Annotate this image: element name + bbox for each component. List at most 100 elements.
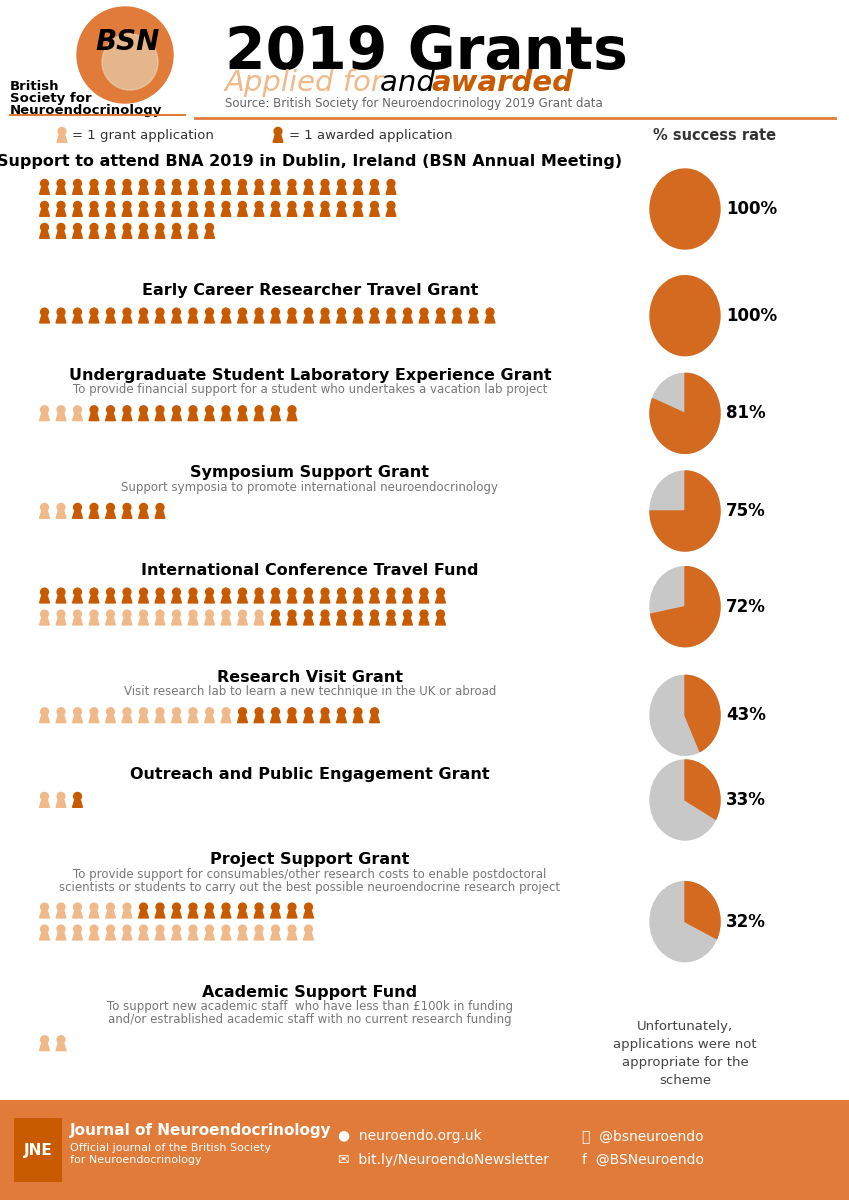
Circle shape: [123, 904, 131, 911]
Polygon shape: [56, 932, 66, 940]
Circle shape: [189, 588, 197, 596]
Polygon shape: [188, 209, 198, 216]
Circle shape: [123, 202, 131, 209]
Circle shape: [90, 504, 98, 511]
Circle shape: [123, 610, 131, 618]
Polygon shape: [72, 414, 82, 421]
Polygon shape: [386, 618, 396, 625]
Circle shape: [107, 202, 115, 209]
Polygon shape: [353, 209, 363, 216]
Circle shape: [239, 308, 246, 316]
Circle shape: [205, 406, 213, 414]
Polygon shape: [238, 414, 247, 421]
Polygon shape: [205, 209, 215, 216]
Circle shape: [255, 202, 263, 209]
Circle shape: [172, 180, 180, 187]
Circle shape: [272, 180, 279, 187]
Polygon shape: [469, 316, 479, 323]
Circle shape: [189, 223, 197, 232]
Circle shape: [41, 223, 48, 232]
Polygon shape: [205, 932, 215, 940]
Polygon shape: [238, 618, 247, 625]
Polygon shape: [40, 209, 49, 216]
Text: 100%: 100%: [726, 200, 777, 218]
Polygon shape: [56, 511, 66, 518]
Circle shape: [41, 308, 48, 316]
Circle shape: [354, 588, 362, 596]
Text: To provide support for consumables/other research costs to enable postdoctoral: To provide support for consumables/other…: [73, 868, 547, 881]
Polygon shape: [402, 618, 413, 625]
Polygon shape: [287, 209, 297, 216]
Circle shape: [239, 925, 246, 932]
Circle shape: [58, 127, 66, 136]
Text: Project Support Grant: Project Support Grant: [211, 852, 410, 868]
Circle shape: [436, 588, 444, 596]
Polygon shape: [72, 911, 82, 918]
Text: Academic Support Fund: Academic Support Fund: [202, 985, 418, 1000]
Circle shape: [354, 180, 362, 187]
Polygon shape: [221, 618, 231, 625]
Circle shape: [272, 202, 279, 209]
Polygon shape: [40, 596, 49, 602]
Polygon shape: [40, 618, 49, 625]
Circle shape: [172, 406, 180, 414]
Circle shape: [156, 308, 164, 316]
Polygon shape: [320, 618, 330, 625]
Polygon shape: [304, 209, 313, 216]
Text: for Neuroendocrinology: for Neuroendocrinology: [70, 1154, 201, 1165]
Polygon shape: [171, 715, 182, 722]
Polygon shape: [122, 511, 132, 518]
Polygon shape: [485, 316, 495, 323]
Polygon shape: [304, 715, 313, 722]
Circle shape: [57, 308, 65, 316]
Text: 2019 Grants: 2019 Grants: [225, 24, 628, 80]
Polygon shape: [122, 209, 132, 216]
Circle shape: [239, 904, 246, 911]
Circle shape: [156, 610, 164, 618]
Polygon shape: [122, 414, 132, 421]
Ellipse shape: [650, 169, 720, 248]
Circle shape: [139, 610, 148, 618]
Polygon shape: [336, 715, 346, 722]
Polygon shape: [271, 316, 280, 323]
Polygon shape: [138, 414, 149, 421]
Text: Undergraduate Student Laboratory Experience Grant: Undergraduate Student Laboratory Experie…: [69, 367, 551, 383]
Text: awarded: awarded: [432, 68, 574, 97]
Circle shape: [272, 406, 279, 414]
Polygon shape: [56, 911, 66, 918]
Circle shape: [57, 904, 65, 911]
Polygon shape: [254, 715, 264, 722]
Circle shape: [57, 925, 65, 932]
Polygon shape: [188, 414, 198, 421]
Polygon shape: [419, 618, 429, 625]
Polygon shape: [138, 232, 149, 239]
Text: Symposium Support Grant: Symposium Support Grant: [190, 466, 430, 480]
Polygon shape: [138, 316, 149, 323]
Circle shape: [354, 202, 362, 209]
Polygon shape: [89, 209, 99, 216]
Polygon shape: [221, 932, 231, 940]
Ellipse shape: [650, 566, 720, 647]
Polygon shape: [238, 715, 247, 722]
Circle shape: [139, 180, 148, 187]
Polygon shape: [205, 414, 215, 421]
Circle shape: [41, 180, 48, 187]
Circle shape: [123, 925, 131, 932]
Polygon shape: [40, 911, 49, 918]
Circle shape: [222, 308, 230, 316]
Polygon shape: [56, 800, 66, 808]
Polygon shape: [336, 596, 346, 602]
Text: International Conference Travel Fund: International Conference Travel Fund: [141, 563, 479, 578]
Circle shape: [420, 308, 428, 316]
Circle shape: [338, 180, 346, 187]
Circle shape: [354, 610, 362, 618]
Polygon shape: [271, 596, 280, 602]
Circle shape: [305, 202, 312, 209]
Circle shape: [436, 610, 444, 618]
Polygon shape: [205, 232, 215, 239]
Circle shape: [74, 904, 82, 911]
Circle shape: [156, 904, 164, 911]
Polygon shape: [369, 187, 380, 194]
Circle shape: [90, 610, 98, 618]
Polygon shape: [304, 618, 313, 625]
